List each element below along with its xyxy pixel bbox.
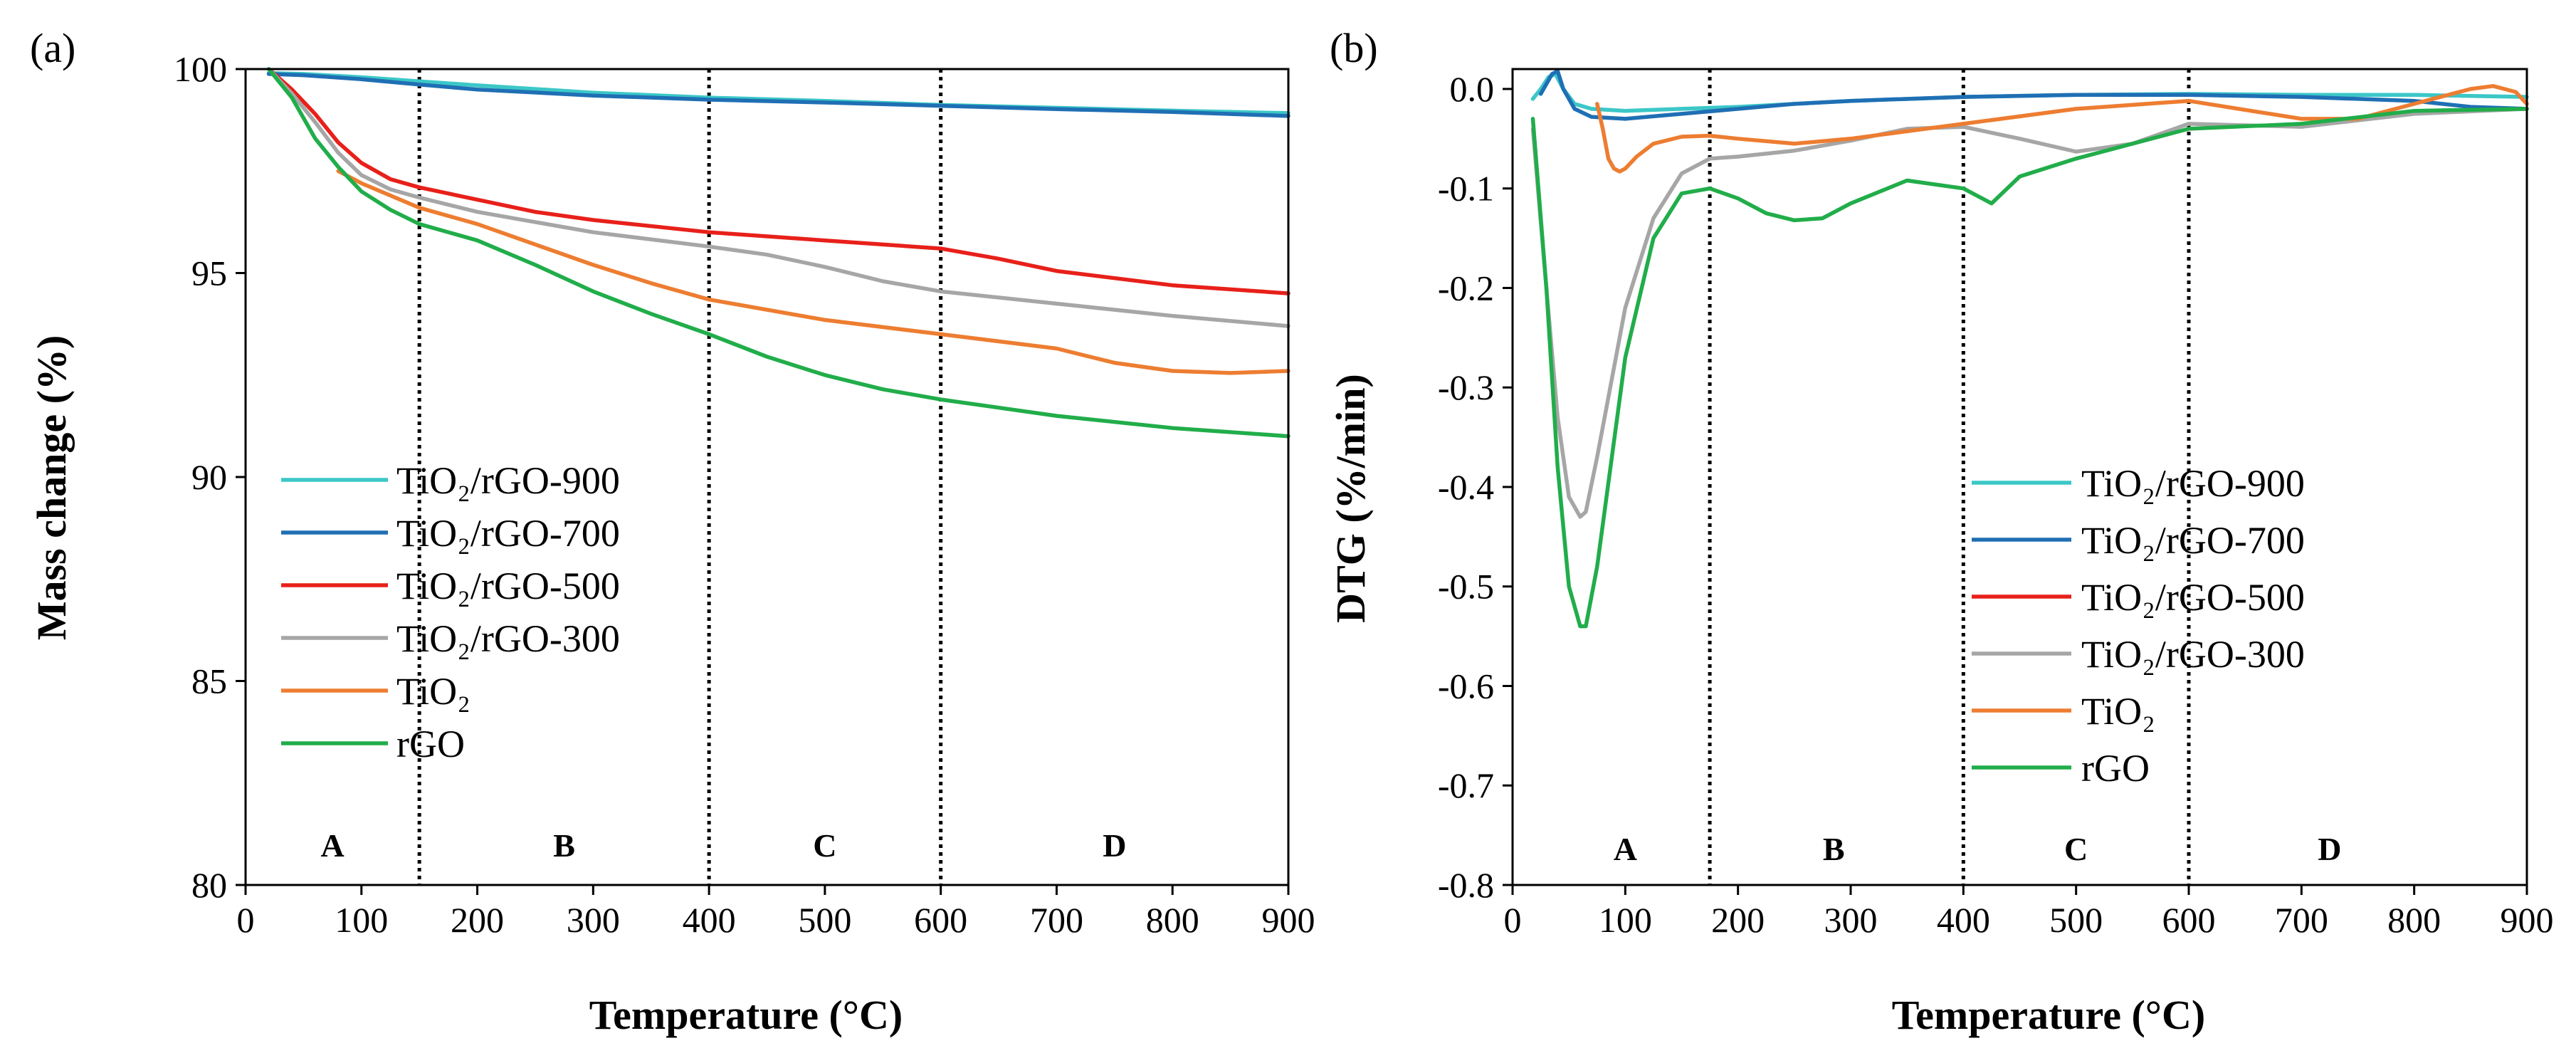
region-label-b: B — [1823, 831, 1845, 867]
series-line-tio-rgo-300 — [1530, 107, 2529, 519]
legend-label: TiO₂/rGO-700 — [2081, 519, 2305, 562]
region-label-c: C — [813, 827, 836, 864]
region-label-a: A — [1614, 831, 1637, 867]
panel-a-y-axis-title: Mass change (%) — [28, 335, 75, 641]
series-line-tio-rgo-700 — [266, 72, 1290, 118]
series-line-tio- — [336, 169, 1290, 375]
legend-label: TiO₂/rGO-500 — [2081, 576, 2305, 619]
series-line-tio-rgo-500 — [266, 67, 1290, 295]
legend-label: rGO — [2081, 747, 2150, 790]
series-line-tio-rgo-900 — [1530, 72, 2529, 113]
panel-b-x-axis-title: Temperature (°C) — [1892, 992, 2205, 1038]
y-tick-label: -0.8 — [1438, 865, 1494, 905]
legend-item: TiO₂ — [281, 670, 470, 713]
legend-item: TiO₂/rGO-900 — [1972, 462, 2305, 505]
series-line-tio-rgo-700 — [1538, 69, 2529, 121]
panel-a-series — [266, 67, 1290, 439]
legend-label: TiO₂/rGO-900 — [2081, 462, 2305, 505]
y-tick-label: 90 — [191, 457, 227, 497]
panel-b-series — [1530, 69, 2529, 629]
x-tick-label: 200 — [451, 900, 504, 940]
panel-b-plot-frame — [1511, 68, 2528, 886]
region-label-d: D — [1103, 827, 1126, 864]
legend-item: TiO₂/rGO-300 — [1972, 633, 2305, 676]
x-tick-label: 0 — [237, 900, 255, 940]
legend-item: rGO — [1972, 747, 2150, 790]
legend-item: TiO₂/rGO-900 — [281, 459, 620, 502]
y-tick-label: -0.6 — [1438, 666, 1494, 706]
series-line-rgo — [1530, 107, 2529, 629]
panel-b-y-ticks: -0.8 -0.7 -0.6 -0.5 -0.4 -0.3 -0.2 -0.1 0.0 — [1438, 69, 1513, 905]
panel-a-dividers — [417, 69, 943, 885]
x-tick-label: 800 — [2387, 900, 2441, 940]
panel-a-label: (a) — [30, 25, 75, 71]
panel-b-region-labels: A B C D — [1614, 831, 2342, 867]
region-label-c: C — [2064, 831, 2088, 867]
legend-label: rGO — [396, 723, 465, 765]
x-tick-label: 900 — [2501, 900, 2554, 940]
x-tick-label: 500 — [798, 900, 851, 940]
panel-b-dividers — [1708, 69, 2191, 885]
panel-b-label: (b) — [1330, 25, 1378, 71]
legend-label: TiO₂/rGO-500 — [396, 565, 620, 607]
y-tick-label: 95 — [191, 253, 227, 293]
legend-item: TiO₂/rGO-500 — [281, 565, 620, 607]
y-tick-label: -0.5 — [1438, 567, 1494, 607]
x-tick-label: 700 — [2275, 900, 2328, 940]
series-line-rgo — [266, 67, 1290, 439]
legend-label: TiO₂ — [396, 670, 470, 713]
x-tick-label: 600 — [2162, 900, 2216, 940]
x-tick-label: 200 — [1711, 900, 1765, 940]
legend-item: rGO — [281, 723, 465, 765]
x-tick-label: 800 — [1146, 900, 1199, 940]
legend-label: TiO₂/rGO-300 — [396, 617, 620, 660]
series-line-tio-rgo-900 — [266, 70, 1290, 115]
legend-item: TiO₂/rGO-300 — [281, 617, 620, 660]
series-line-tio- — [1595, 84, 2529, 174]
series-line-tio-rgo-300 — [266, 67, 1290, 328]
x-tick-label: 0 — [1504, 900, 1522, 940]
panel-b-legend: TiO₂/rGO-900 TiO₂/rGO-700 TiO₂/rGO-500 TiO₂… — [1972, 462, 2305, 790]
legend-label: TiO₂/rGO-300 — [2081, 633, 2305, 676]
legend-label: TiO₂/rGO-700 — [396, 512, 620, 555]
x-tick-label: 400 — [1937, 900, 1990, 940]
y-tick-label: 100 — [174, 49, 227, 89]
region-label-b: B — [553, 827, 575, 864]
panel-a-x-ticks: 0 100 200 300 400 500 600 700 800 900 — [237, 885, 1315, 940]
panel-b-y-axis-title: DTG (%/min) — [1328, 374, 1374, 623]
panel-b-x-ticks: 0 100 200 300 400 500 600 700 800 900 — [1504, 885, 2554, 940]
x-tick-label: 700 — [1030, 900, 1083, 940]
x-tick-label: 500 — [2049, 900, 2103, 940]
panel-a-y-ticks: 80 85 90 95 100 — [174, 49, 246, 905]
y-tick-label: -0.3 — [1438, 367, 1494, 407]
x-tick-label: 900 — [1262, 900, 1315, 940]
legend-item: TiO₂/rGO-500 — [1972, 576, 2305, 619]
legend-label: TiO₂ — [2081, 690, 2155, 733]
y-tick-label: 85 — [191, 661, 227, 701]
x-tick-label: 100 — [335, 900, 388, 940]
panel-a-x-axis-title: Temperature (°C) — [589, 992, 903, 1038]
y-tick-label: -0.7 — [1438, 765, 1494, 805]
x-tick-label: 300 — [1824, 900, 1878, 940]
x-tick-label: 400 — [683, 900, 736, 940]
y-tick-label: -0.2 — [1438, 268, 1494, 308]
x-tick-label: 600 — [914, 900, 967, 940]
y-tick-label: 0.0 — [1450, 69, 1495, 109]
panel-a-mass-change-chart: (a) A B C D 0 100 200 300 400 500 600 700 800 900 80… — [28, 25, 1315, 1038]
panel-a-legend: TiO₂/rGO-900 TiO₂/rGO-700 TiO₂/rGO-500 TiO₂… — [281, 459, 620, 765]
y-tick-label: 80 — [191, 865, 227, 905]
legend-item: TiO₂/rGO-700 — [281, 512, 620, 555]
x-tick-label: 100 — [1599, 900, 1652, 940]
region-label-d: D — [2318, 831, 2341, 867]
legend-label: TiO₂/rGO-900 — [396, 459, 620, 502]
legend-item: TiO₂/rGO-700 — [1972, 519, 2305, 562]
y-tick-label: -0.4 — [1438, 467, 1494, 507]
region-label-a: A — [320, 827, 344, 864]
panel-a-region-labels: A B C D — [320, 827, 1126, 864]
y-tick-label: -0.1 — [1438, 169, 1494, 209]
legend-item: TiO₂ — [1972, 690, 2155, 733]
panel-b-dtg-chart: (b) A B C D 0 100 200 300 400 500 600 700 800 900 -0… — [1328, 25, 2554, 1038]
x-tick-label: 300 — [567, 900, 620, 940]
